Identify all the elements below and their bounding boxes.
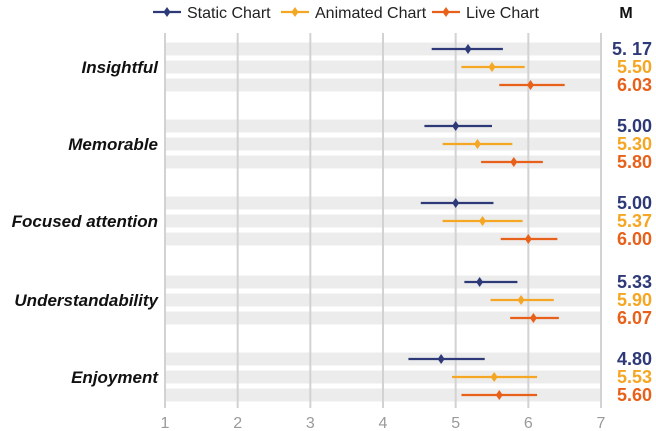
- category-label: Insightful: [82, 58, 160, 77]
- category-label: Understandability: [14, 291, 159, 310]
- mean-value-label: 5.37: [617, 211, 652, 231]
- x-tick-label: 2: [233, 415, 242, 431]
- x-tick-label: 1: [161, 415, 170, 431]
- x-tick-label: 5: [451, 415, 460, 431]
- legend-marker: [163, 7, 171, 17]
- mean-marker: [464, 44, 472, 54]
- data-marks: [408, 44, 565, 400]
- legend-entry: Static Chart: [187, 5, 271, 22]
- mean-value-label: 5. 17: [612, 39, 652, 59]
- legend-marker: [442, 7, 450, 17]
- mean-value-label: 5.33: [617, 272, 652, 292]
- legend: Static Chart Animated Chart Live Chart: [153, 5, 539, 22]
- mean-value-label: 5.80: [617, 152, 652, 172]
- mean-marker: [490, 372, 498, 382]
- mean-value-label: 6.03: [617, 75, 652, 95]
- x-tick-label: 4: [379, 415, 388, 431]
- legend-entry: Live Chart: [466, 5, 539, 22]
- mean-column-header: M: [619, 5, 632, 22]
- x-tick-label: 7: [597, 415, 606, 431]
- mean-value-label: 5.00: [617, 116, 652, 136]
- mean-value-label: 6.00: [617, 229, 652, 249]
- x-tick-label: 6: [524, 415, 533, 431]
- mean-value-label: 5.60: [617, 385, 652, 405]
- mean-marker: [452, 198, 460, 208]
- mean-marker: [527, 80, 535, 90]
- mean-value-label: 5.30: [617, 134, 652, 154]
- mean-value-label: 6.07: [617, 308, 652, 328]
- mean-marker: [452, 121, 460, 131]
- mean-value-label: 5.50: [617, 57, 652, 77]
- mean-value-label: 5.00: [617, 193, 652, 213]
- mean-marker: [488, 62, 496, 72]
- category-label: Focused attention: [12, 212, 158, 231]
- mean-marker: [524, 234, 532, 244]
- mean-value-label: 5.90: [617, 290, 652, 310]
- legend-entry: Animated Chart: [315, 5, 427, 22]
- mean-marker: [437, 354, 445, 364]
- mean-marker: [473, 139, 481, 149]
- mean-value-column: M 5. 175.506.035.005.305.805.005.376.005…: [612, 5, 652, 405]
- x-tick-labels: 1 2 3 4 5 6 7: [161, 415, 606, 431]
- mean-marker: [476, 277, 484, 287]
- mean-marker: [529, 313, 537, 323]
- mean-marker: [495, 390, 503, 400]
- category-labels: Insightful Memorable Focused attention Unde…: [12, 58, 160, 387]
- x-tick-label: 3: [306, 415, 315, 431]
- mean-value-label: 5.53: [617, 367, 652, 387]
- category-label: Enjoyment: [71, 368, 159, 387]
- mean-marker: [479, 216, 487, 226]
- category-label: Memorable: [68, 135, 158, 154]
- mean-marker: [517, 295, 525, 305]
- mean-marker: [510, 157, 518, 167]
- mean-value-label: 4.80: [617, 349, 652, 369]
- legend-marker: [291, 7, 299, 17]
